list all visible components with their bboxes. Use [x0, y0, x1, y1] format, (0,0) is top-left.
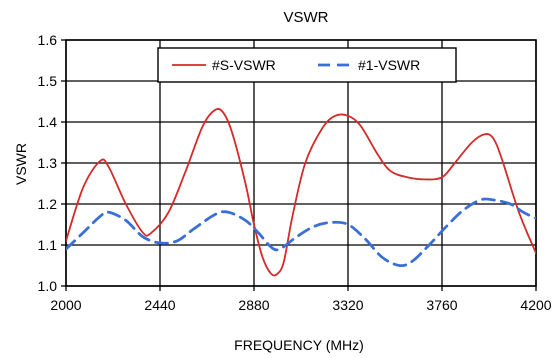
legend-label-1: #1-VSWR — [358, 57, 420, 73]
x-tick-label-0: 2000 — [50, 297, 81, 313]
x-tick-label-1: 2440 — [144, 297, 175, 313]
y-tick-label-0: 1.0 — [38, 278, 58, 294]
x-axis-label: FREQUENCY (MHz) — [234, 337, 364, 353]
y-tick-label-3: 1.3 — [38, 155, 58, 171]
y-tick-label-4: 1.4 — [38, 114, 58, 130]
x-tick-label-2: 2880 — [238, 297, 269, 313]
y-tick-label-5: 1.5 — [38, 73, 58, 89]
chart-title: VSWR — [284, 9, 329, 26]
legend-label-0: #S-VSWR — [212, 57, 276, 73]
y-axis-label: VSWR — [13, 143, 29, 185]
x-tick-label-3: 3320 — [332, 297, 363, 313]
series-line-1 — [66, 197, 536, 268]
series-line-0 — [66, 108, 536, 277]
y-tick-label-1: 1.1 — [38, 237, 58, 253]
x-tick-label-4: 3760 — [426, 297, 457, 313]
x-tick-label-5: 4200 — [520, 297, 551, 313]
legend-box — [157, 47, 457, 83]
y-tick-label-2: 1.2 — [38, 196, 58, 212]
y-tick-label-6: 1.6 — [38, 32, 58, 48]
legend: #S-VSWR #1-VSWR — [157, 47, 457, 83]
